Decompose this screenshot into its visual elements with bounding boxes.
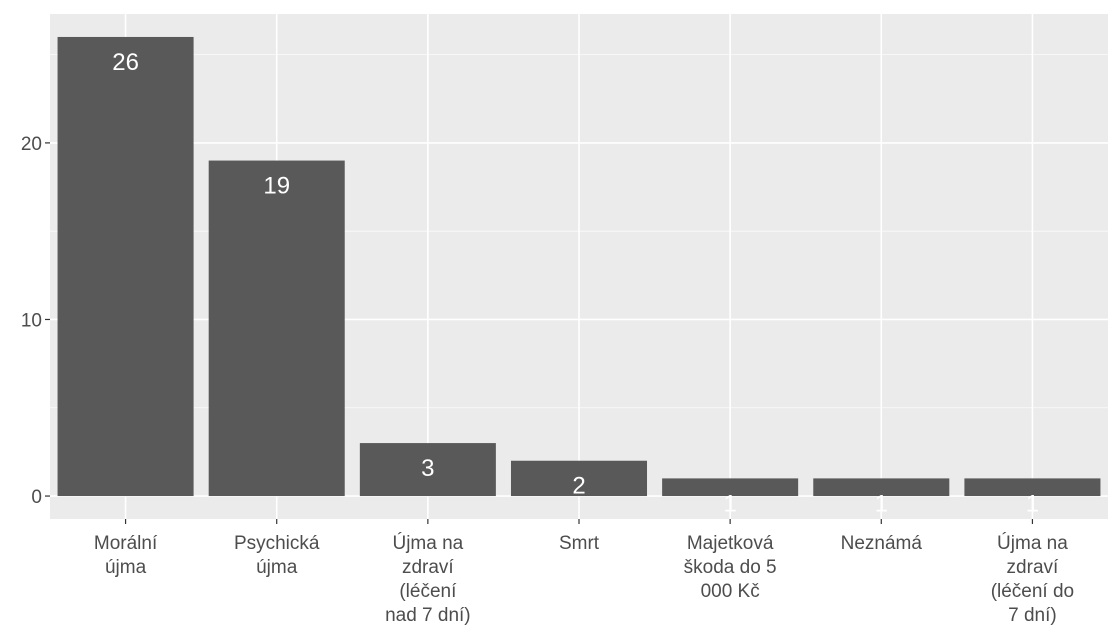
x-tick-label: Psychická újma	[234, 533, 320, 578]
bar-value-label: 3	[421, 455, 434, 482]
data-labels-group: 26 19 3 2 1 1 1	[112, 49, 1039, 517]
x-tick-label: Smrt	[559, 533, 600, 554]
bars-group	[57, 36, 1101, 497]
bar-value-label: 1	[1026, 490, 1039, 517]
y-axis: 0 10 20	[21, 134, 50, 508]
bar	[662, 478, 799, 497]
bar-value-label: 1	[875, 490, 888, 517]
bar	[208, 160, 345, 497]
bar-value-label: 26	[112, 49, 139, 76]
bar-value-label: 19	[263, 173, 290, 200]
bar	[964, 478, 1101, 497]
bar	[510, 460, 648, 497]
x-tick-label: Majetková škoda do 5 000 Kč	[684, 533, 777, 602]
x-tick-label: Morální újma	[94, 533, 158, 578]
x-tick-label: Újma na zdraví (léčení nad 7 dní)	[385, 532, 471, 626]
y-tick-label: 20	[21, 134, 42, 155]
bar-value-label: 1	[723, 490, 736, 517]
bar	[813, 478, 950, 497]
x-tick-label: Neznámá	[841, 533, 923, 554]
bar	[359, 443, 496, 497]
bar	[57, 36, 194, 497]
bar-value-label: 2	[572, 473, 585, 500]
x-axis: Morální újma Psychická újma Újma na zdraví (lé…	[94, 519, 1074, 626]
x-tick-label: Újma na zdraví (léčení do 7 dní)	[991, 532, 1074, 626]
y-tick-label: 0	[31, 487, 42, 508]
y-tick-label: 10	[21, 310, 42, 331]
